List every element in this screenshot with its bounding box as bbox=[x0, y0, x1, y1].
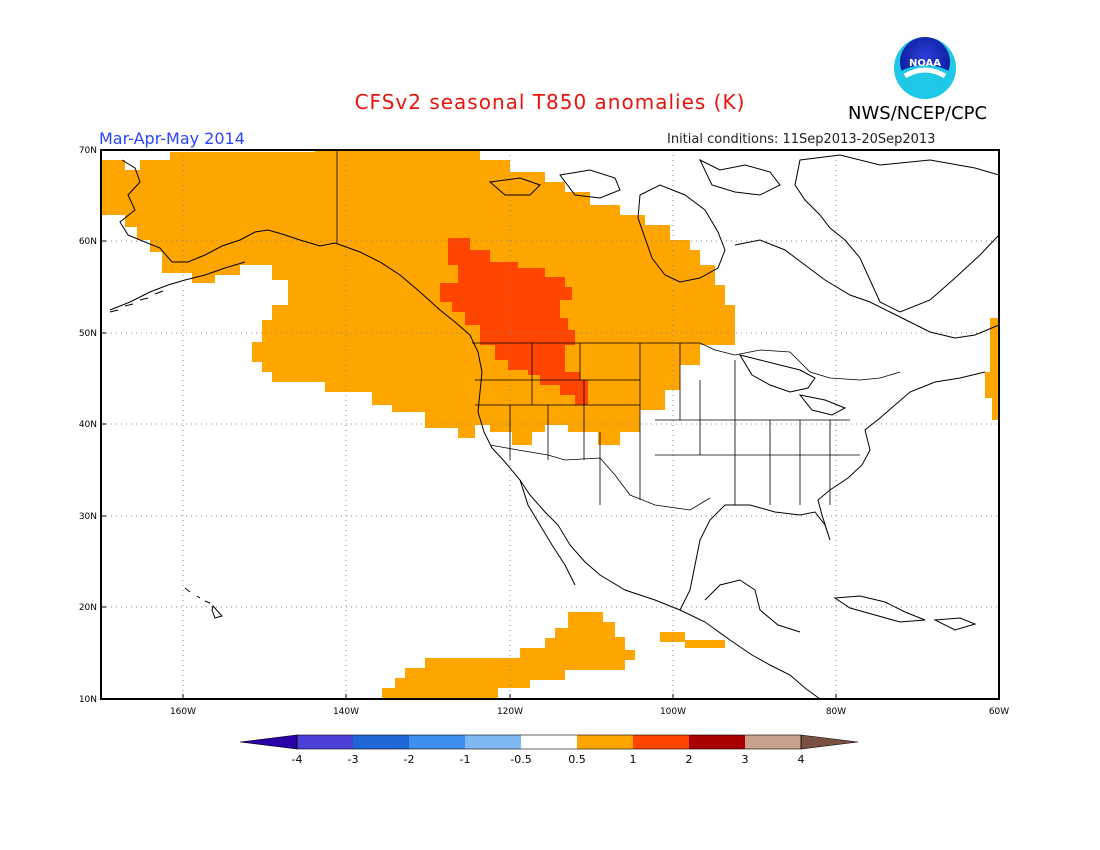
lon-label: 80W bbox=[826, 707, 846, 717]
lat-label: 30N bbox=[79, 512, 97, 522]
political-borders bbox=[336, 150, 901, 511]
colorbar-label: 2 bbox=[686, 753, 693, 766]
lat-label: 60N bbox=[79, 237, 97, 247]
lat-label: 20N bbox=[79, 603, 97, 613]
noaa-logo-text: NOAA bbox=[909, 58, 941, 69]
colorbar-label: -3 bbox=[348, 753, 359, 766]
agency-label: NWS/NCEP/CPC bbox=[848, 103, 988, 124]
colorbar-swatch bbox=[745, 735, 801, 749]
forecast-period: Mar-Apr-May 2014 bbox=[99, 129, 245, 148]
lon-label: 160W bbox=[170, 707, 196, 717]
lon-label: 100W bbox=[660, 707, 686, 717]
colorbar-swatch bbox=[577, 735, 633, 749]
anomaly-region-orange-central-america bbox=[660, 632, 725, 648]
colorbar-label: 4 bbox=[798, 753, 805, 766]
initial-conditions: Initial conditions: 11Sep2013-20Sep2013 bbox=[667, 132, 936, 147]
colorbar-swatch bbox=[297, 735, 353, 749]
longitude-labels: 160W 140W 120W 100W 80W 60W bbox=[170, 707, 1009, 717]
lat-label: 40N bbox=[79, 420, 97, 430]
colorbar-label: 1 bbox=[630, 753, 637, 766]
colorbar-label: -4 bbox=[292, 753, 303, 766]
lon-label: 120W bbox=[497, 707, 523, 717]
map-title: CFSv2 seasonal T850 anomalies (K) bbox=[354, 90, 746, 114]
colorbar-label: -1 bbox=[460, 753, 471, 766]
colorbar-label: 3 bbox=[742, 753, 749, 766]
colorbar-swatch bbox=[465, 735, 521, 749]
colorbar-swatch bbox=[353, 735, 409, 749]
axis-ticks bbox=[101, 149, 837, 699]
lon-label: 60W bbox=[989, 707, 1009, 717]
colorbar-label: -2 bbox=[404, 753, 415, 766]
colorbar-swatch bbox=[409, 735, 465, 749]
anomaly-region-red bbox=[440, 238, 588, 405]
anomaly-layer bbox=[101, 150, 999, 698]
colorbar-label: -0.5 bbox=[510, 753, 531, 766]
noaa-logo: NOAA bbox=[894, 37, 956, 99]
lat-label: 70N bbox=[79, 146, 97, 156]
colorbar-swatch bbox=[633, 735, 689, 749]
colorbar-left-arrow bbox=[240, 735, 297, 749]
anomaly-region-orange-atlantic bbox=[985, 318, 999, 420]
colorbar: -4 -3 -2 -1 -0.5 0.5 1 2 3 4 bbox=[239, 734, 859, 766]
colorbar-label: 0.5 bbox=[568, 753, 586, 766]
latitude-labels: 70N 60N 50N 40N 30N 20N 10N bbox=[79, 146, 97, 705]
anomaly-region-orange-pacific bbox=[382, 612, 635, 698]
lat-label: 50N bbox=[79, 329, 97, 339]
colorbar-swatch bbox=[521, 735, 577, 749]
coastlines bbox=[109, 154, 1000, 700]
colorbar-swatch bbox=[689, 735, 745, 749]
lat-label: 10N bbox=[79, 695, 97, 705]
anomaly-region-orange-north bbox=[101, 150, 735, 445]
lon-label: 140W bbox=[333, 707, 359, 717]
colorbar-right-arrow bbox=[801, 735, 858, 749]
